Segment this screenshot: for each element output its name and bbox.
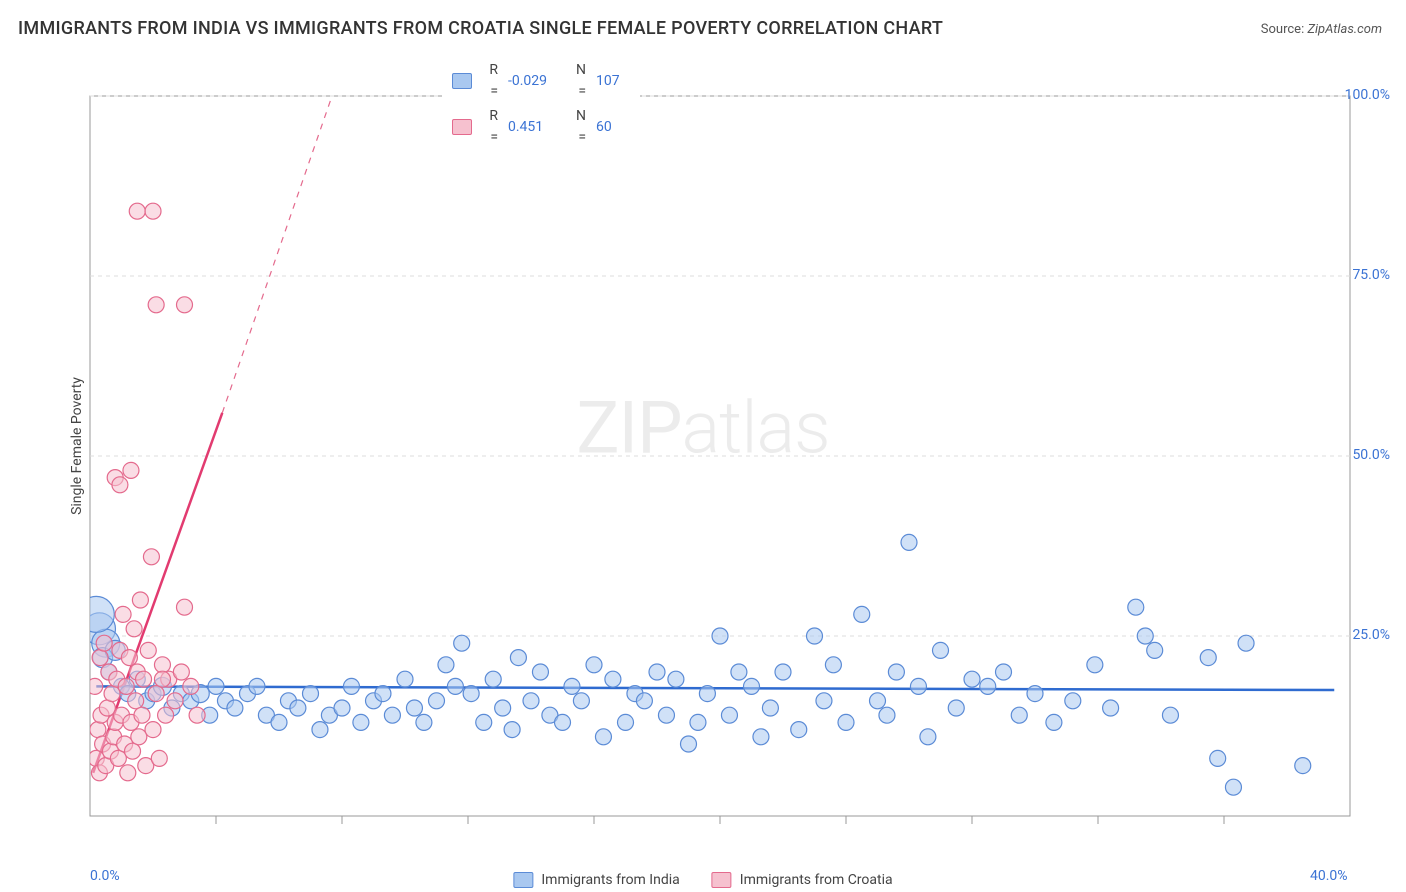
legend-label: Immigrants from India xyxy=(541,872,679,888)
plot-area xyxy=(50,56,1370,838)
stats-N-value: 107 xyxy=(596,71,630,92)
series-legend: Immigrants from India Immigrants from Cro… xyxy=(513,872,892,888)
y-tick-label: 75.0% xyxy=(1352,267,1390,283)
y-tick-label: 50.0% xyxy=(1352,447,1390,463)
chart-title: IMMIGRANTS FROM INDIA VS IMMIGRANTS FROM… xyxy=(18,18,943,39)
y-tick-label: 100.0% xyxy=(1345,87,1390,103)
chart-container: { "title": "IMMIGRANTS FROM INDIA VS IMM… xyxy=(0,0,1406,892)
source-value: ZipAtlas.com xyxy=(1307,22,1382,37)
y-tick-label: 25.0% xyxy=(1352,627,1390,643)
legend-label: Immigrants from Croatia xyxy=(740,872,893,888)
legend-item: Immigrants from Croatia xyxy=(712,872,893,888)
stats-row: R = 0.451 N = 60 xyxy=(442,104,640,150)
stats-row: R = -0.029 N = 107 xyxy=(442,58,640,104)
source-label: Source: xyxy=(1261,22,1308,37)
stats-swatch xyxy=(452,73,472,89)
legend-item: Immigrants from India xyxy=(513,872,679,888)
source-attribution: Source: ZipAtlas.com xyxy=(1261,22,1382,37)
stats-R-label: R = xyxy=(482,106,498,148)
stats-N-value: 60 xyxy=(596,117,630,138)
x-tick-label: 40.0% xyxy=(1310,868,1348,884)
stats-R-value: -0.029 xyxy=(508,71,558,92)
legend-swatch xyxy=(513,872,533,888)
scatter-chart-svg xyxy=(50,56,1370,838)
stats-N-label: N = xyxy=(568,106,586,148)
stats-swatch xyxy=(452,119,472,135)
legend-swatch xyxy=(712,872,732,888)
stats-R-label: R = xyxy=(482,60,498,102)
stats-N-label: N = xyxy=(568,60,586,102)
stats-R-value: 0.451 xyxy=(508,117,558,138)
x-tick-label: 0.0% xyxy=(90,868,120,884)
correlation-stats-box: R = -0.029 N = 107 R = 0.451 N = 60 xyxy=(442,58,640,150)
